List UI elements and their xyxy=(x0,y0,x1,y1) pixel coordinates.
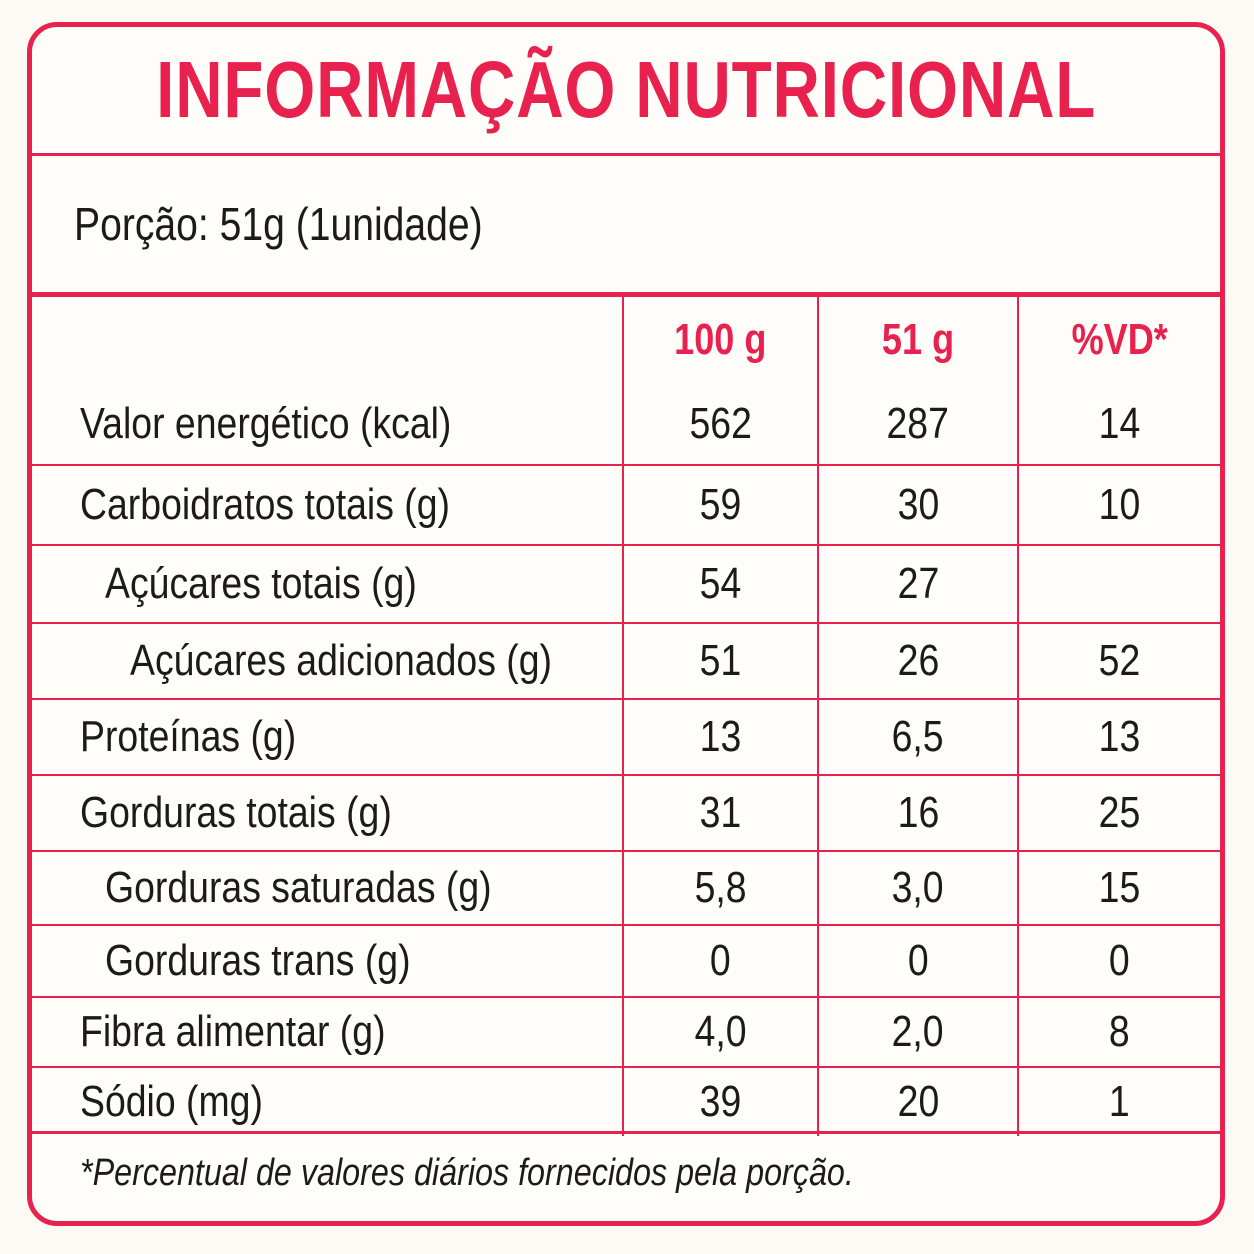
header-empty-cell xyxy=(32,297,623,383)
footnote: *Percentual de valores diários fornecido… xyxy=(80,1151,854,1194)
footnote-divider xyxy=(32,1131,1220,1134)
header-per-100g: 100 g xyxy=(622,297,818,383)
nutrient-name: Gorduras saturadas (g) xyxy=(32,850,623,925)
nutrient-name: Açúcares totais (g) xyxy=(32,544,623,623)
value-per-100g: 13 xyxy=(622,698,818,775)
value-per-100g: 562 xyxy=(622,383,818,465)
table-body: Valor energético (kcal) 562 287 14 Carboidra… xyxy=(32,383,1220,1136)
value-per-serving: 0 xyxy=(817,924,1018,997)
value-per-serving: 3,0 xyxy=(817,850,1018,925)
value-per-100g: 4,0 xyxy=(622,996,818,1067)
value-daily-percent: 1 xyxy=(1017,1066,1220,1136)
value-per-serving: 16 xyxy=(817,774,1018,851)
header-per-serving: 51 g xyxy=(817,297,1018,383)
value-daily-percent: 8 xyxy=(1017,996,1220,1067)
header-daily-value: %VD* xyxy=(1017,297,1220,383)
value-per-100g: 51 xyxy=(622,622,818,699)
nutrition-table: 100 g 51 g %VD* Valor energético (kcal) 5… xyxy=(32,297,1220,1136)
value-per-100g: 59 xyxy=(622,464,818,545)
table-header-row: 100 g 51 g %VD* xyxy=(32,297,1220,383)
value-per-serving: 287 xyxy=(817,383,1018,465)
table-row: Sódio (mg) 39 20 1 xyxy=(32,1066,1220,1136)
title-divider xyxy=(32,153,1220,156)
nutrient-name: Gorduras totais (g) xyxy=(32,774,623,851)
nutrient-name: Carboidratos totais (g) xyxy=(32,464,623,545)
value-daily-percent xyxy=(1017,544,1220,623)
table-row: Açúcares adicionados (g) 51 26 52 xyxy=(32,622,1220,699)
value-per-100g: 39 xyxy=(622,1066,818,1136)
nutrient-name: Açúcares adicionados (g) xyxy=(32,622,623,699)
value-per-100g: 5,8 xyxy=(622,850,818,925)
table-row: Açúcares totais (g) 54 27 xyxy=(32,544,1220,623)
value-per-serving: 2,0 xyxy=(817,996,1018,1067)
value-daily-percent: 0 xyxy=(1017,924,1220,997)
table-row: Gorduras totais (g) 31 16 25 xyxy=(32,774,1220,851)
value-per-serving: 20 xyxy=(817,1066,1018,1136)
value-per-serving: 6,5 xyxy=(817,698,1018,775)
table-row: Valor energético (kcal) 562 287 14 xyxy=(32,383,1220,465)
value-daily-percent: 15 xyxy=(1017,850,1220,925)
serving-divider xyxy=(32,292,1220,297)
nutrition-facts-label: INFORMAÇÃO NUTRICIONAL Porção: 51g (1uni… xyxy=(27,22,1225,1226)
serving-size: Porção: 51g (1unidade) xyxy=(74,198,483,250)
nutrient-name: Gorduras trans (g) xyxy=(32,924,623,997)
value-per-100g: 31 xyxy=(622,774,818,851)
value-per-serving: 27 xyxy=(817,544,1018,623)
value-daily-percent: 25 xyxy=(1017,774,1220,851)
value-per-serving: 26 xyxy=(817,622,1018,699)
value-daily-percent: 14 xyxy=(1017,383,1220,465)
value-daily-percent: 10 xyxy=(1017,464,1220,545)
value-per-100g: 54 xyxy=(622,544,818,623)
value-per-100g: 0 xyxy=(622,924,818,997)
table-row: Gorduras trans (g) 0 0 0 xyxy=(32,924,1220,997)
label-title: INFORMAÇÃO NUTRICIONAL xyxy=(155,45,1097,134)
nutrient-name: Sódio (mg) xyxy=(32,1066,623,1136)
nutrient-name: Fibra alimentar (g) xyxy=(32,996,623,1067)
value-per-serving: 30 xyxy=(817,464,1018,545)
value-daily-percent: 52 xyxy=(1017,622,1220,699)
table-row: Proteínas (g) 13 6,5 13 xyxy=(32,698,1220,775)
table-row: Carboidratos totais (g) 59 30 10 xyxy=(32,464,1220,545)
table-row: Gorduras saturadas (g) 5,8 3,0 15 xyxy=(32,850,1220,925)
nutrient-name: Proteínas (g) xyxy=(32,698,623,775)
value-daily-percent: 13 xyxy=(1017,698,1220,775)
table-row: Fibra alimentar (g) 4,0 2,0 8 xyxy=(32,996,1220,1067)
nutrient-name: Valor energético (kcal) xyxy=(80,398,452,448)
